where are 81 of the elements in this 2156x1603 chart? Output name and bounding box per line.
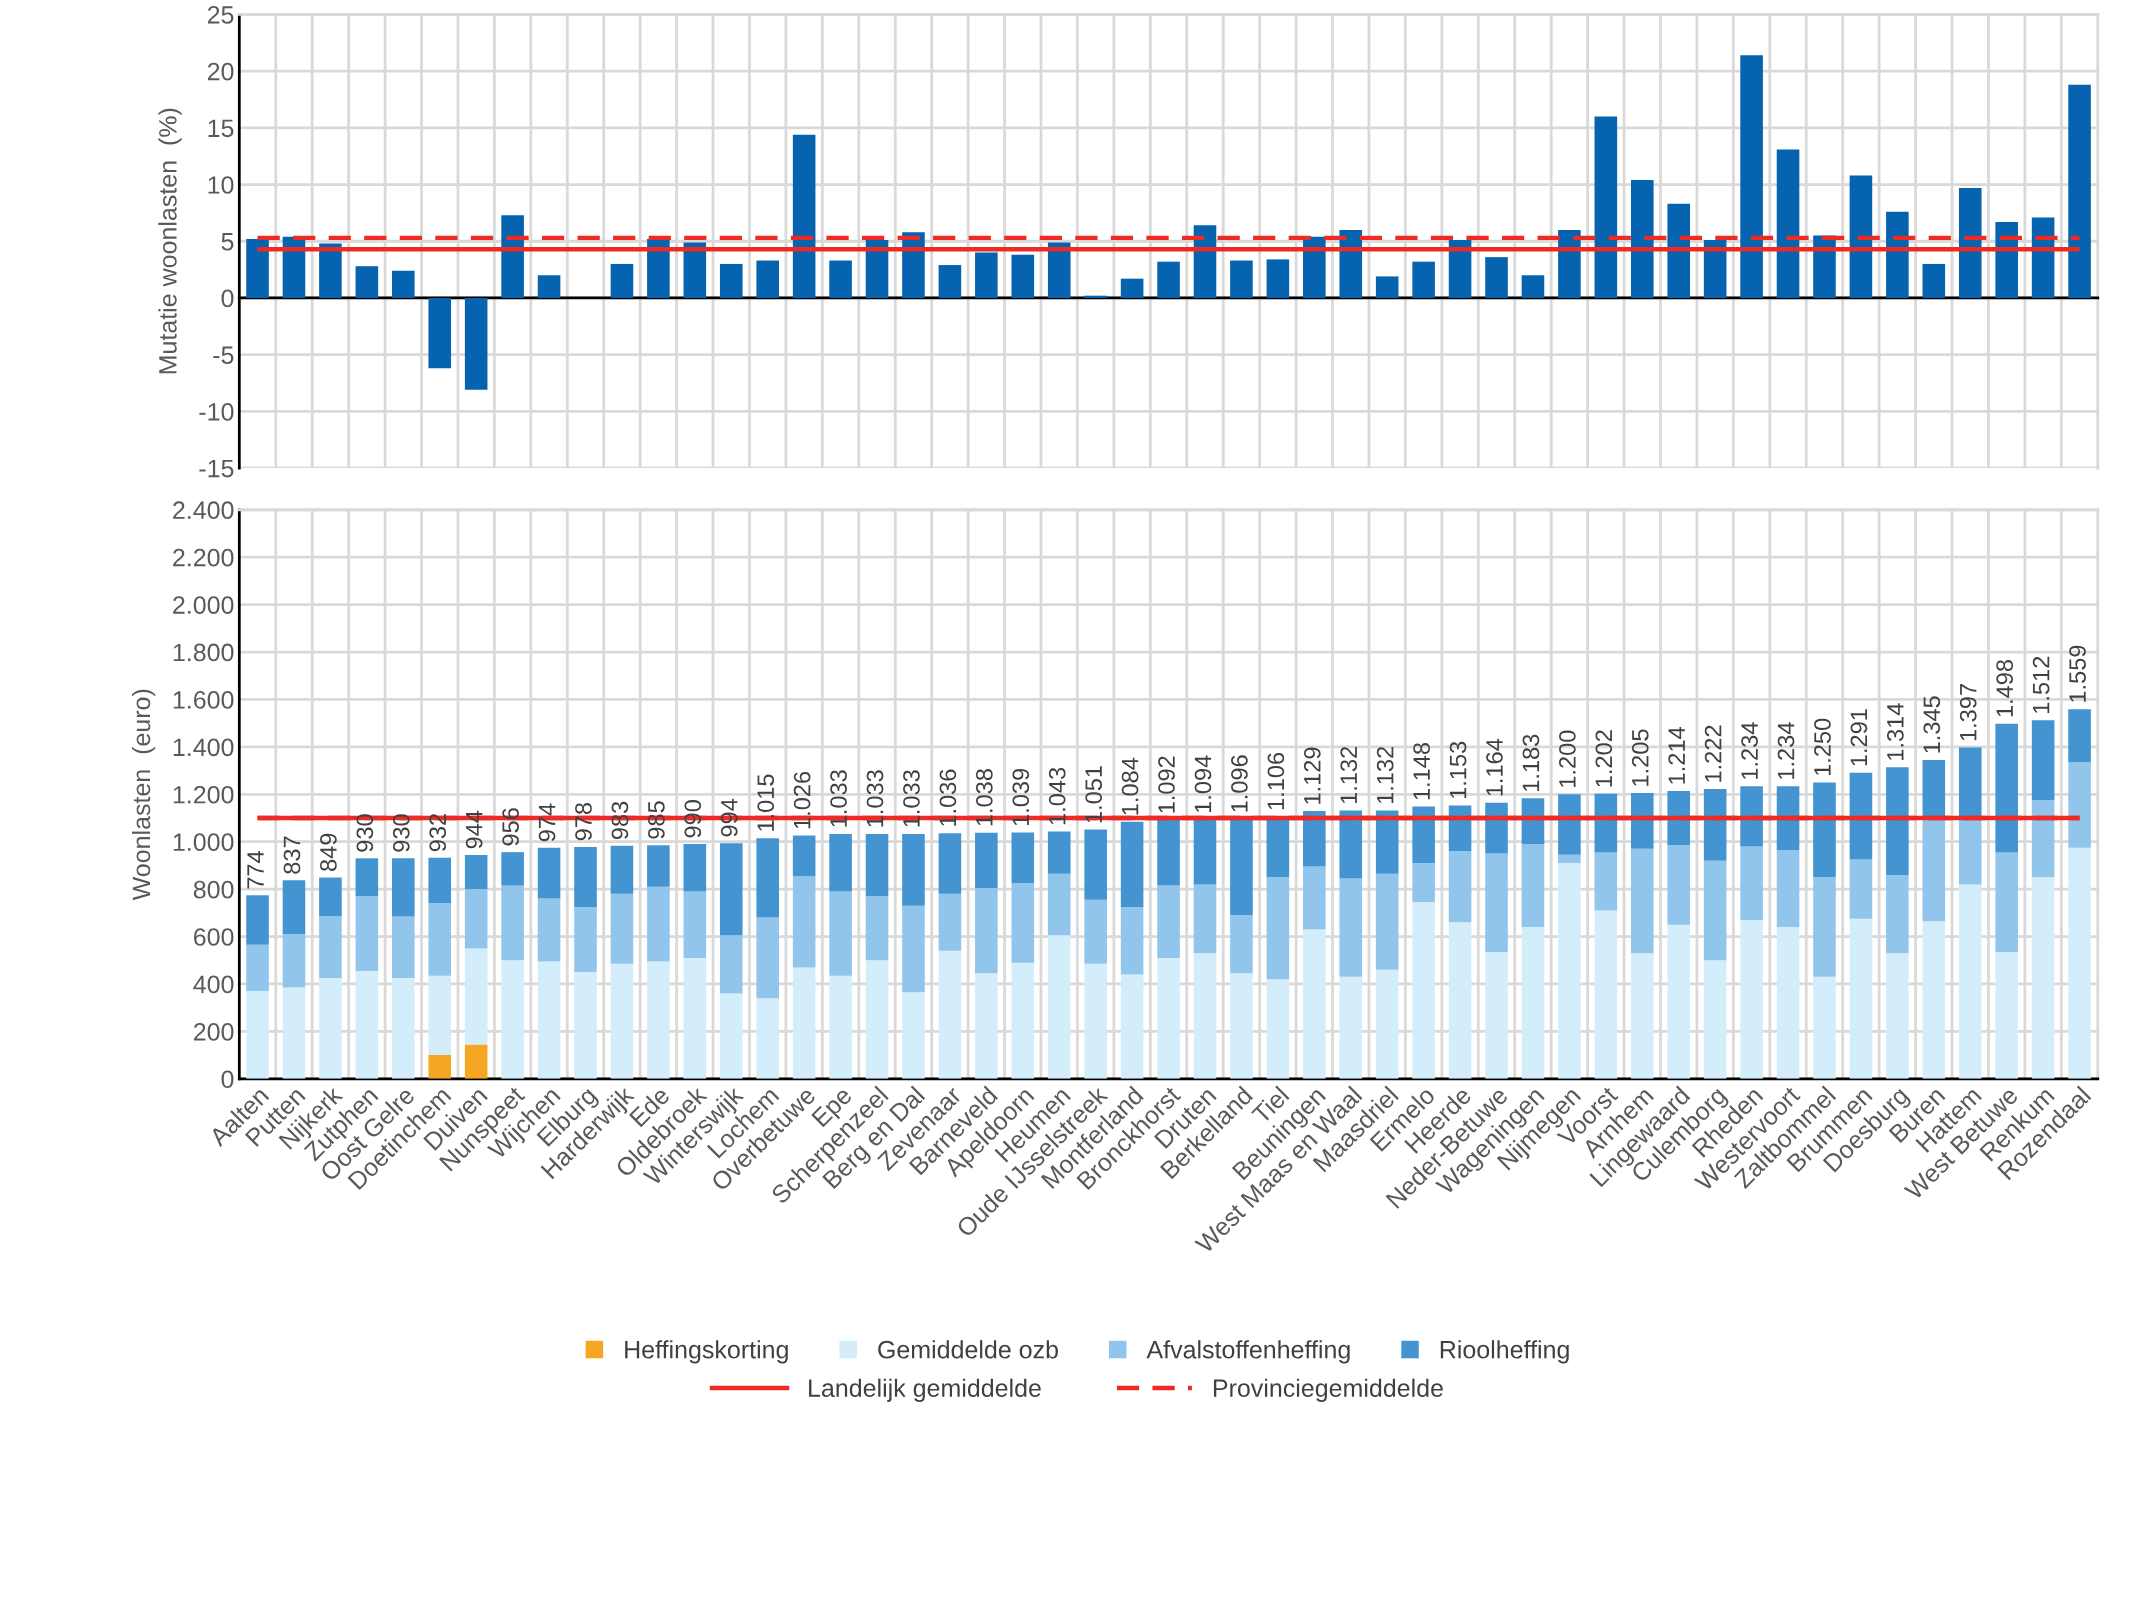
- total-label: 1.345: [1923, 696, 1941, 753]
- y-tick-label: 15: [208, 119, 234, 138]
- total-label: 956: [502, 808, 519, 846]
- total-label: 1.559: [2069, 645, 2086, 702]
- total-label: 1.148: [1413, 743, 1430, 800]
- total-label: 1.026: [793, 771, 811, 829]
- total-label: 1.234: [1777, 722, 1795, 779]
- total-label: 1.038: [975, 769, 993, 826]
- total-label: 974: [538, 803, 556, 842]
- y-tick-label: 800: [193, 880, 234, 899]
- total-label: 994: [720, 798, 738, 837]
- y-tick-label: 1.000: [173, 833, 234, 852]
- total-label: 930: [392, 814, 410, 852]
- total-label: 1.234: [1741, 722, 1758, 779]
- total-label: 849: [320, 833, 337, 871]
- total-label: 1.106: [1267, 752, 1285, 810]
- total-label: 990: [684, 800, 702, 838]
- total-label: 1.084: [1121, 757, 1139, 815]
- y-tick-label: 1.400: [173, 738, 234, 757]
- total-label: 1.291: [1850, 709, 1868, 766]
- total-label: 774: [247, 851, 264, 889]
- total-label: 932: [429, 814, 447, 852]
- y-axis-title: Mutatie woonlasten (%): [158, 108, 182, 374]
- y-tick-label: -5: [213, 346, 234, 364]
- y-tick-label: 10: [208, 176, 234, 194]
- total-label: 1.250: [1814, 718, 1831, 776]
- total-label: 930: [356, 814, 374, 852]
- total-label: 1.033: [903, 770, 920, 827]
- total-label: 1.051: [1085, 766, 1103, 823]
- total-label: 1.164: [1486, 738, 1503, 796]
- y-tick-label: 2.200: [173, 548, 234, 567]
- total-label: 1.214: [1668, 727, 1685, 784]
- total-label: 1.043: [1048, 767, 1066, 825]
- y-tick-label: -10: [199, 402, 234, 421]
- y-tick-label: 25: [207, 6, 234, 24]
- total-label: 1.397: [1959, 684, 1977, 741]
- y-tick-label: 0: [221, 289, 234, 308]
- total-label: 837: [283, 836, 301, 874]
- y-tick-label: 1.600: [173, 691, 234, 709]
- total-label: 1.015: [757, 774, 775, 831]
- legend-label: Afvalstoffenheffing: [1146, 1340, 1350, 1364]
- total-label: 1.129: [1303, 747, 1321, 804]
- total-label: 1.096: [1231, 755, 1248, 812]
- y-tick-label: 1.200: [173, 785, 234, 804]
- total-label: 1.314: [1886, 703, 1904, 760]
- total-label: 1.202: [1595, 730, 1613, 787]
- total-label: 1.036: [939, 769, 957, 826]
- total-label: 1.092: [1158, 756, 1175, 813]
- y-tick-label: 20: [207, 62, 234, 81]
- total-label: 1.200: [1559, 730, 1576, 787]
- total-label: 944: [465, 810, 483, 849]
- total-label: 1.132: [1376, 746, 1394, 804]
- y-tick-label: 1.800: [173, 643, 234, 662]
- total-label: 978: [575, 803, 592, 841]
- total-label: 1.033: [830, 770, 847, 827]
- legend-label: Gemiddelde ozb: [878, 1340, 1058, 1359]
- y-axis-title: Woonlasten (euro): [131, 689, 156, 901]
- y-tick-label: 400: [193, 975, 234, 994]
- legend-label: Heffingskorting: [625, 1340, 788, 1364]
- total-label: 1.039: [1012, 768, 1030, 826]
- total-label: 1.094: [1194, 755, 1212, 813]
- y-tick-label: 600: [194, 928, 234, 946]
- legend-label: Provinciegemiddelde: [1213, 1378, 1443, 1402]
- y-tick-label: -15: [199, 459, 234, 478]
- legend-label: Landelijk gemiddelde: [809, 1378, 1041, 1402]
- y-tick-label: 5: [221, 233, 234, 251]
- y-tick-label: 200: [194, 1023, 234, 1041]
- total-label: 1.222: [1704, 725, 1722, 782]
- y-tick-label: 2.400: [173, 501, 234, 520]
- total-label: 1.498: [1996, 660, 2014, 717]
- y-tick-label: 2.000: [173, 596, 234, 614]
- total-label: 1.153: [1449, 741, 1467, 799]
- total-label: 1.183: [1522, 734, 1540, 791]
- total-label: 985: [648, 801, 665, 839]
- total-label: 1.033: [866, 770, 884, 827]
- total-label: 1.512: [2032, 656, 2050, 713]
- y-tick-label: 0: [221, 1070, 234, 1089]
- total-label: 1.132: [1340, 746, 1358, 804]
- total-label: 1.205: [1631, 729, 1649, 786]
- legend-label: Rioolheffing: [1440, 1340, 1569, 1364]
- total-label: 983: [611, 801, 629, 840]
